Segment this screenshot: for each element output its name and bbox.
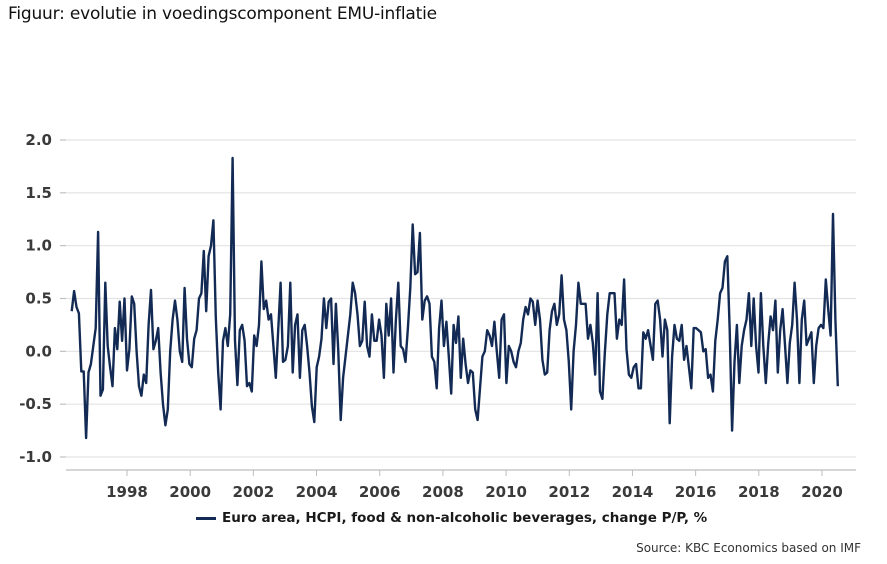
y-tick-label: 1.0 xyxy=(25,237,52,255)
y-tick-label: 1.5 xyxy=(25,184,52,202)
series-line-food-inflation xyxy=(70,156,839,440)
x-tick-label: 2016 xyxy=(675,483,717,501)
y-tick-label: -0.5 xyxy=(19,395,52,413)
y-tick-label: 0.0 xyxy=(25,342,52,360)
x-tick-label: 2000 xyxy=(169,483,211,501)
legend-line-swatch xyxy=(196,516,216,520)
x-tick-label: 2004 xyxy=(296,483,338,501)
figure-title: Figuur: evolutie in voedingscomponent EM… xyxy=(8,4,437,24)
x-axis-ticks: 1998 2000 2002 2004 2006 2008 2010 2012 2014 2016… xyxy=(106,470,843,501)
y-tick-label: 0.5 xyxy=(25,290,52,308)
legend-label: Euro area, HCPI, food & non-alcoholic be… xyxy=(222,510,708,526)
x-tick-label: 2002 xyxy=(232,483,274,501)
y-axis-ticks: 2.0 1.5 1.0 0.5 0.0 -0.5 -1.0 xyxy=(19,131,66,466)
y-tick-label: -1.0 xyxy=(19,448,52,466)
x-tick-label: 2006 xyxy=(359,483,401,501)
legend: Euro area, HCPI, food & non-alcoholic be… xyxy=(196,510,707,526)
x-tick-label: 2012 xyxy=(548,483,590,501)
x-tick-label: 1998 xyxy=(106,483,148,501)
x-tick-label: 2014 xyxy=(612,483,654,501)
gridlines xyxy=(60,139,856,458)
x-tick-label: 2010 xyxy=(485,483,527,501)
y-tick-label: 2.0 xyxy=(25,131,52,149)
source-note: Source: KBC Economics based on IMF xyxy=(636,541,861,555)
x-tick-label: 2020 xyxy=(801,483,843,501)
x-tick-label: 2018 xyxy=(738,483,780,501)
x-tick-label: 2008 xyxy=(422,483,464,501)
